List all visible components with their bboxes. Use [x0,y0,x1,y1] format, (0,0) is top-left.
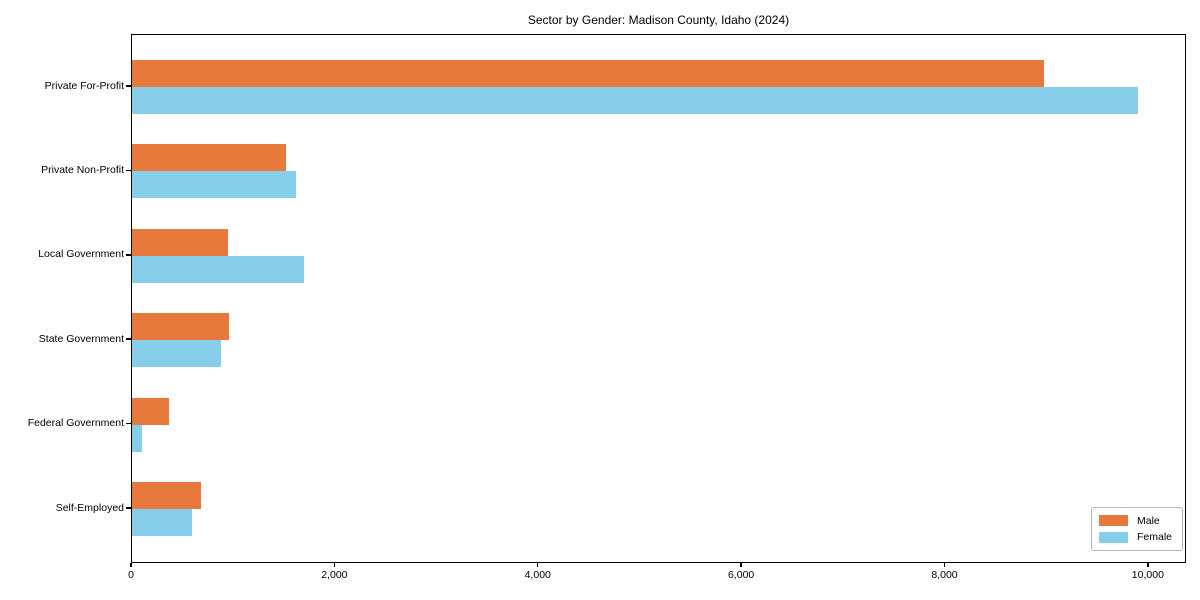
y-tick-mark [126,85,131,87]
y-axis-label-federal-government: Federal Government [27,417,124,430]
y-axis-label-local-government: Local Government [38,248,124,261]
y-tick-mark [126,254,131,256]
bar-male-private-non-profit [132,144,286,172]
bar-female-federal-government [132,424,143,452]
x-tick-label: 6,000 [727,569,755,581]
chart-title: Sector by Gender: Madison County, Idaho … [527,13,790,27]
x-tick-label: 4,000 [524,569,551,581]
legend: Male Female [1091,507,1183,551]
legend-item-female: Female [1099,531,1175,543]
x-tick-mark [1147,563,1149,567]
legend-item-male: Male [1099,515,1175,527]
bar-male-federal-government [132,397,169,425]
y-axis-label-private-non-profit: Private Non-Profit [41,163,124,176]
bar-male-self-employed [132,482,202,509]
x-tick-mark [536,563,539,567]
bar-male-private-for-profit [132,60,1045,87]
y-tick-mark [126,507,131,509]
bar-female-self-employed [132,509,192,536]
x-tick-label: 2,000 [321,569,348,581]
legend-label: Female [1137,531,1173,544]
x-tick-label: 10,000 [1131,569,1164,581]
y-tick-mark [126,338,131,340]
bar-female-state-government [132,340,221,368]
bar-female-private-non-profit [132,171,296,199]
plot-area [131,34,1186,563]
legend-swatch-female [1099,531,1128,543]
y-tick-mark [126,169,131,172]
x-tick-mark [130,563,132,567]
bar-female-private-for-profit [132,87,1138,114]
y-axis-label-state-government: State Government [38,332,124,345]
legend-swatch-male [1099,515,1128,527]
x-tick-mark [740,563,742,567]
x-tick-mark [333,563,336,567]
bar-male-local-government [132,228,228,256]
legend-label: Male [1137,514,1160,527]
bar-female-local-government [132,255,304,283]
y-tick-mark [126,422,131,425]
x-tick-mark [943,563,946,567]
y-axis-label-self-employed: Self-Employed [55,501,124,514]
x-tick-label: 0 [128,569,134,581]
x-tick-label: 8,000 [931,569,958,581]
y-axis-label-private-for-profit: Private For-Profit [44,79,124,92]
bar-male-state-government [132,313,229,341]
